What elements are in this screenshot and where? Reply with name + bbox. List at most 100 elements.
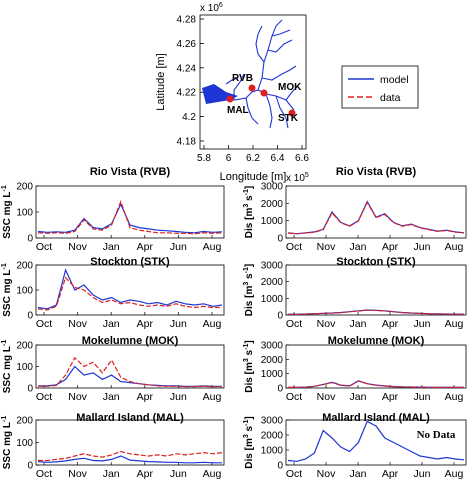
ylabel: SSC mg L-1 [1,263,13,317]
series-line-model [38,365,222,387]
xtick-label: Apr [137,241,154,253]
map-ytick-label: 4.22 [177,88,197,99]
ytick-label: 2000 [261,355,284,366]
ytick-label: 200 [16,341,33,352]
panel-title: Mallard Island (MAL) [322,412,430,424]
xtick-label: Oct [36,468,52,479]
ylabel: Dis [m3 s-1] [243,186,255,238]
ytick-label: 100 [16,286,33,297]
ylabel-text: Dis [m [244,286,255,317]
ylabel-superscript-2: -1 [243,267,250,273]
panel-title: Stockton (STK) [336,256,416,268]
xtick-label: Oct [36,241,52,253]
ylabel-tail: s [244,195,255,204]
panel-frame [35,185,225,239]
ylabel-superscript-2: -1 [243,420,250,426]
ylabel-text: SSC mg L [2,270,13,317]
panel-discharge: Stockton (STK) 0 1000 2000 3000 Oct Nov Jan Apr J… [243,256,467,330]
ytick-label: 0 [277,234,283,245]
series-line-model [37,268,223,310]
series-line-data [38,450,223,462]
ylabel-superscript-2: -1 [243,189,250,195]
panel-discharge: Mokelumne (MOK) 0 1000 2000 3000 Oct Nov Jan Apr… [243,335,467,403]
map-yticks: 4.28 4.26 4.24 4.22 4.2 4.18 [177,15,204,148]
series-line-model [37,202,223,234]
xtick-label: Jun [170,318,187,330]
xtick-label: Jan [350,241,367,253]
ylabel-superscript: 3 [243,434,250,438]
ytick-label: 100 [16,208,33,219]
ylabel-end: ] [244,264,255,267]
panel-title: Mallard Island (MAL) [76,412,184,424]
series-line-model [288,380,464,388]
annotation: No Data [417,429,456,441]
ytick-label: 0 [27,234,33,245]
panel-ssc: Mallard Island (MAL) 0 100 200 Oct Nov Jan Apr J… [1,412,225,479]
map-panel: x 106 x 105 Longitude [m] Latitude [m] 5… [155,2,419,184]
series-line-data [288,380,464,388]
ylabel-superscript: -1 [1,185,8,191]
ylabel-text: Dis [m [244,362,255,393]
xtick-label: Apr [137,468,154,479]
xtick-label: Apr [137,391,154,403]
ytick-label: 3000 [261,416,284,427]
map-ytick-label: 4.18 [177,137,197,148]
map-x-exponent: x 105 [286,172,309,184]
xtick-label: Oct [286,391,302,403]
xtick-label: Aug [203,391,222,403]
xtick-label: Jan [103,391,120,403]
panel-title: Rio Vista (RVB) [90,166,171,178]
xtick-label: Oct [36,391,52,403]
station-rvb-marker [248,84,256,92]
xtick-label: Jun [170,468,187,479]
ylabel-text: SSC mg L [2,422,13,469]
map-xtick-label: 6.6 [295,153,309,164]
xtick-label: Nov [317,241,336,253]
panel-title: Mokelumne (MOK) [82,335,179,347]
xtick-label: Apr [137,318,154,330]
ytick-label: 100 [16,438,33,449]
xtick-label: Nov [68,391,87,403]
ylabel-superscript: 3 [243,358,250,362]
xtick-label: Jun [414,468,431,479]
xtick-label: Aug [203,468,222,479]
ytick-label: 0 [277,384,283,395]
xtick-label: Jun [170,391,187,403]
map-xticks: 5.8 6 6.2 6.4 6.6 [197,145,309,164]
xtick-label: Oct [286,318,302,330]
ytick-label: 0 [277,461,283,472]
series-line-data [38,356,222,388]
xtick-label: Jan [350,391,367,403]
ytick-label: 0 [27,461,33,472]
ytick-label: 0 [27,384,33,395]
map-legend: model data [341,65,419,109]
series-line-model [287,420,465,462]
map-xtick-label: 5.8 [197,153,211,164]
station-label-mal: MAL [227,105,249,116]
panel-discharge: Mallard Island (MAL) 0 1000 2000 3000 Oct Nov J… [243,412,467,479]
station-label-mok: MOK [278,82,302,93]
ylabel-superscript: 3 [243,282,250,286]
station-mal-marker [226,95,234,103]
xtick-label: Jun [170,241,187,253]
xtick-label: Oct [36,318,52,330]
xtick-label: Aug [203,318,222,330]
xtick-label: Nov [317,391,336,403]
map-ylabel: Latitude [m] [155,53,167,110]
series-line-data [288,309,465,315]
panel-frame [285,185,467,239]
xtick-label: Aug [445,318,464,330]
ylabel: SSC mg L-1 [1,340,13,394]
ytick-label: 1000 [261,294,284,305]
ylabel-end: ] [244,416,255,419]
legend-box [341,65,419,109]
ylabel-superscript: -1 [1,416,8,422]
series-line-data [287,201,465,235]
ytick-label: 2000 [261,277,284,288]
map-ytick-label: 4.28 [177,15,197,26]
ylabel-tail: s [244,349,255,358]
xtick-label: Nov [68,468,87,479]
xtick-label: Nov [317,318,336,330]
